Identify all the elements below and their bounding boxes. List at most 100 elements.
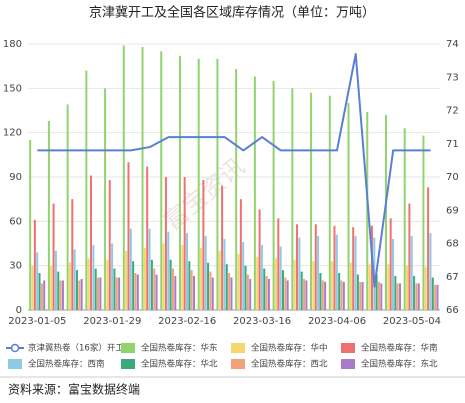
bar xyxy=(111,243,114,310)
bar xyxy=(143,247,146,310)
bar xyxy=(406,265,409,310)
bar xyxy=(160,51,163,311)
bar xyxy=(410,236,413,310)
bar xyxy=(265,276,268,310)
legend-swatch xyxy=(8,359,22,369)
bar xyxy=(200,247,203,310)
bar xyxy=(296,224,299,310)
legend-swatch xyxy=(231,359,245,369)
bar xyxy=(141,46,144,310)
source-note: 资料来源：富宝数据终端 xyxy=(8,382,140,397)
bar xyxy=(54,250,57,310)
bar xyxy=(29,140,32,310)
bar xyxy=(396,283,399,310)
bar xyxy=(68,262,71,310)
y2-tick-label: 69 xyxy=(446,205,459,216)
bar xyxy=(171,268,174,310)
y-tick-label: 120 xyxy=(3,128,22,139)
bar xyxy=(169,259,172,310)
bar xyxy=(408,203,411,310)
bar xyxy=(246,274,249,310)
legend-swatch xyxy=(121,343,135,353)
bar xyxy=(394,276,397,310)
bar xyxy=(359,281,362,310)
bar xyxy=(324,281,327,310)
bar xyxy=(204,236,207,310)
bar xyxy=(36,252,39,310)
bar xyxy=(277,218,280,310)
bar xyxy=(342,281,345,310)
bar xyxy=(331,261,334,310)
y-tick-label: 150 xyxy=(3,83,22,94)
bar xyxy=(333,225,336,310)
bar xyxy=(274,258,277,310)
bar xyxy=(354,236,357,310)
bar xyxy=(263,268,266,310)
legend-swatch xyxy=(231,343,245,353)
legend-marker xyxy=(10,343,20,353)
bar xyxy=(52,203,55,310)
bar xyxy=(431,277,434,310)
bar xyxy=(202,179,205,310)
bar xyxy=(427,187,430,310)
bar xyxy=(94,268,97,310)
bar xyxy=(392,239,395,310)
bar xyxy=(298,237,301,310)
bar xyxy=(186,233,189,310)
bar xyxy=(235,69,238,310)
bar xyxy=(380,283,383,310)
bar xyxy=(417,283,420,310)
bar xyxy=(281,270,284,310)
bar xyxy=(389,218,392,310)
bar xyxy=(47,120,50,310)
x-tick-label: 2023-02-16 xyxy=(158,316,216,327)
bar xyxy=(384,114,387,310)
x-tick-label: 2023-05-04 xyxy=(383,316,441,327)
bar xyxy=(113,268,116,310)
bar xyxy=(73,249,76,310)
bar xyxy=(207,262,210,310)
bar xyxy=(50,265,53,310)
bar xyxy=(221,185,224,310)
bar xyxy=(328,95,331,310)
bar xyxy=(75,270,78,310)
bar xyxy=(174,276,177,310)
bar xyxy=(279,246,282,310)
bar xyxy=(92,244,95,310)
y-tick-label: 90 xyxy=(9,172,22,183)
chart-title: 京津冀开工及全国各区域库存情况（单位：万吨） xyxy=(89,5,375,21)
bar xyxy=(312,261,315,310)
bar xyxy=(387,264,390,310)
y2-tick-label: 71 xyxy=(446,139,459,150)
bar xyxy=(104,88,107,310)
bar xyxy=(361,281,364,310)
legend-label: 京津冀热卷（16家）开工率 xyxy=(28,343,133,354)
legend-swatch xyxy=(341,343,355,353)
bar xyxy=(230,277,233,310)
bar xyxy=(155,274,158,310)
bar xyxy=(125,250,128,310)
y-tick-label: 180 xyxy=(3,39,22,50)
y-tick-label: 30 xyxy=(9,261,22,272)
y2-tick-label: 74 xyxy=(446,39,459,50)
bar xyxy=(356,274,359,310)
bar xyxy=(305,280,308,310)
bar xyxy=(321,280,324,310)
bar xyxy=(146,166,149,310)
bar xyxy=(136,274,139,310)
bar xyxy=(188,261,191,310)
y2-tick-label: 66 xyxy=(446,305,459,316)
bar xyxy=(118,277,121,310)
bar xyxy=(293,259,296,310)
y-tick-label: 0 xyxy=(16,305,22,316)
bar xyxy=(244,265,247,310)
bar xyxy=(366,111,369,310)
bar xyxy=(434,284,437,310)
bar xyxy=(148,228,151,310)
bar xyxy=(33,219,36,310)
bar xyxy=(403,128,406,310)
bar xyxy=(197,58,200,311)
bar xyxy=(209,271,212,310)
bar xyxy=(78,280,81,310)
bar xyxy=(183,177,186,310)
